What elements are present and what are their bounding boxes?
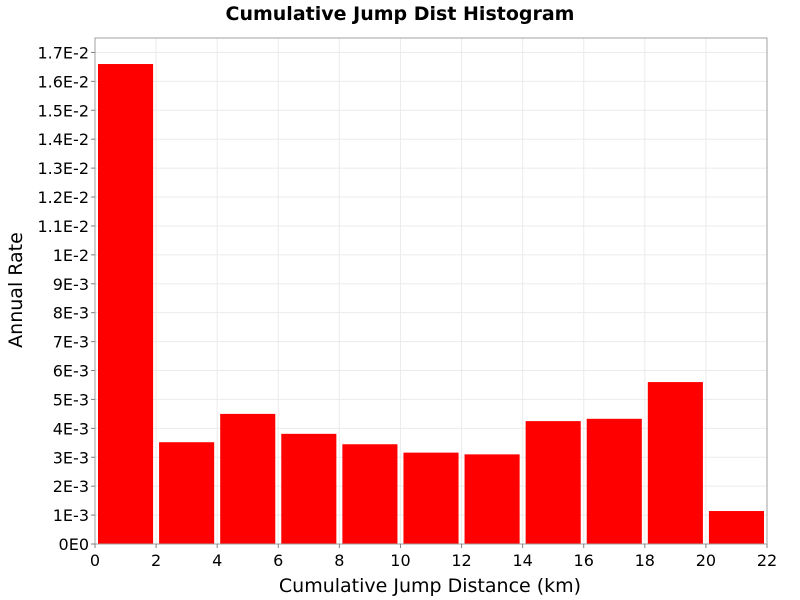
x-tick-label: 6: [273, 551, 283, 570]
y-tick-label: 1.6E-2: [37, 72, 89, 91]
y-tick-label: 1E-2: [53, 246, 89, 265]
y-tick-label: 1.1E-2: [37, 217, 89, 236]
histogram-bar: [281, 433, 337, 544]
x-tick-label: 8: [334, 551, 344, 570]
histogram-bar: [525, 421, 581, 544]
histogram-bar: [647, 382, 703, 544]
x-tick-label: 22: [757, 551, 777, 570]
x-tick-label: 2: [151, 551, 161, 570]
histogram-bar: [98, 64, 154, 544]
y-tick-label: 1.5E-2: [37, 101, 89, 120]
y-tick-label: 0E0: [59, 535, 89, 554]
x-tick-label: 14: [512, 551, 532, 570]
plot-border: [94, 37, 768, 545]
histogram-bar: [220, 413, 276, 544]
y-tick-label: 3E-3: [53, 448, 89, 467]
y-tick-label: 1.3E-2: [37, 159, 89, 178]
x-tick-label: 4: [212, 551, 222, 570]
x-tick-label: 18: [635, 551, 655, 570]
y-tick-label: 1.2E-2: [37, 188, 89, 207]
x-axis-label: Cumulative Jump Distance (km): [279, 575, 581, 597]
histogram-bar: [342, 444, 398, 544]
x-tick-label: 10: [390, 551, 410, 570]
x-tick-label: 0: [90, 551, 100, 570]
y-tick-label: 1.4E-2: [37, 130, 89, 149]
y-tick-label: 9E-3: [53, 275, 89, 294]
x-tick-label: 16: [574, 551, 594, 570]
chart-title: Cumulative Jump Dist Histogram: [226, 3, 575, 25]
x-axis-ticks: 0 2 4 6 8 10 12 14 16 18 20 22: [90, 544, 777, 570]
y-tick-label: 5E-3: [53, 390, 89, 409]
histogram-bar: [464, 454, 520, 544]
y-tick-label: 7E-3: [53, 333, 89, 352]
y-axis-label: Annual Rate: [5, 232, 27, 348]
y-tick-label: 4E-3: [53, 419, 89, 438]
y-tick-label: 1.7E-2: [37, 43, 89, 62]
histogram-bar: [403, 452, 459, 544]
y-tick-label: 8E-3: [53, 304, 89, 323]
histogram-bar: [586, 418, 642, 544]
y-tick-label: 1E-3: [53, 506, 89, 525]
y-axis-ticks: 0E0 1E-3 2E-3 3E-3 4E-3 5E-3 6E-3 7E-3 8E-3 9E-3 1…: [37, 43, 95, 554]
y-tick-label: 2E-3: [53, 477, 89, 496]
histogram-bar: [159, 442, 215, 544]
x-tick-label: 12: [451, 551, 471, 570]
x-tick-label: 20: [696, 551, 716, 570]
histogram-bar: [708, 511, 764, 544]
y-tick-label: 6E-3: [53, 362, 89, 381]
bars: [98, 64, 764, 544]
